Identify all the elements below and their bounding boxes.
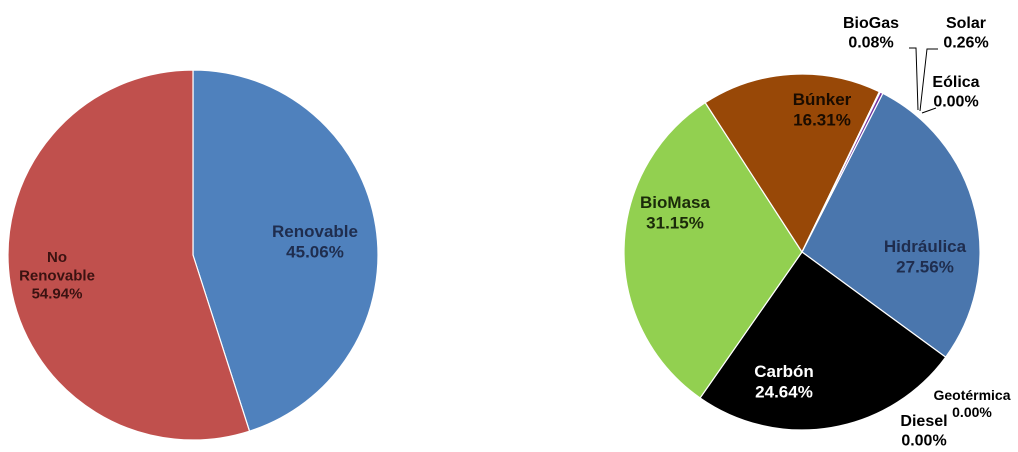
data-label-biomasa: BioMasa 31.15% <box>640 193 710 233</box>
data-label-solar: Solar 0.26% <box>943 15 988 52</box>
data-label-diesel: Diesel 0.00% <box>900 413 947 450</box>
pie-slice-bunker <box>704 73 881 254</box>
leader-line-solar <box>919 48 938 112</box>
data-label-renovable: Renovable 45.06% <box>272 222 358 262</box>
data-label-no-renovable: No Renovable 54.94% <box>19 249 95 303</box>
data-label-hidraulica: Hidráulica 27.56% <box>884 237 967 277</box>
leader-line-biogas <box>909 47 919 111</box>
pie-slice-carbon <box>699 251 947 431</box>
pie-slice-renovable <box>192 69 379 432</box>
data-label-biogas: BioGas 0.08% <box>843 15 899 52</box>
data-label-carbon: Carbón 24.64% <box>754 362 814 402</box>
pie-slice-no-renovable <box>7 69 251 441</box>
pie-renovable-vs-no-renovable: Renovable 45.06% No Renovable 54.94% <box>7 69 379 441</box>
data-label-eolica: Eólica 0.00% <box>932 74 979 111</box>
pie-energy-sources: Eólica 0.00% Hidráulica 27.56% Geotérmica 0.0… <box>623 15 1011 450</box>
pie-slice-solar <box>801 91 884 253</box>
data-label-geotermica: Geotérmica 0.00% <box>933 387 1010 420</box>
pie-slice-biomasa <box>623 101 803 399</box>
leader-line-eolica <box>921 107 937 114</box>
data-label-bunker: Búnker 16.31% <box>793 90 852 130</box>
pie-slice-hidraulica <box>801 92 981 359</box>
